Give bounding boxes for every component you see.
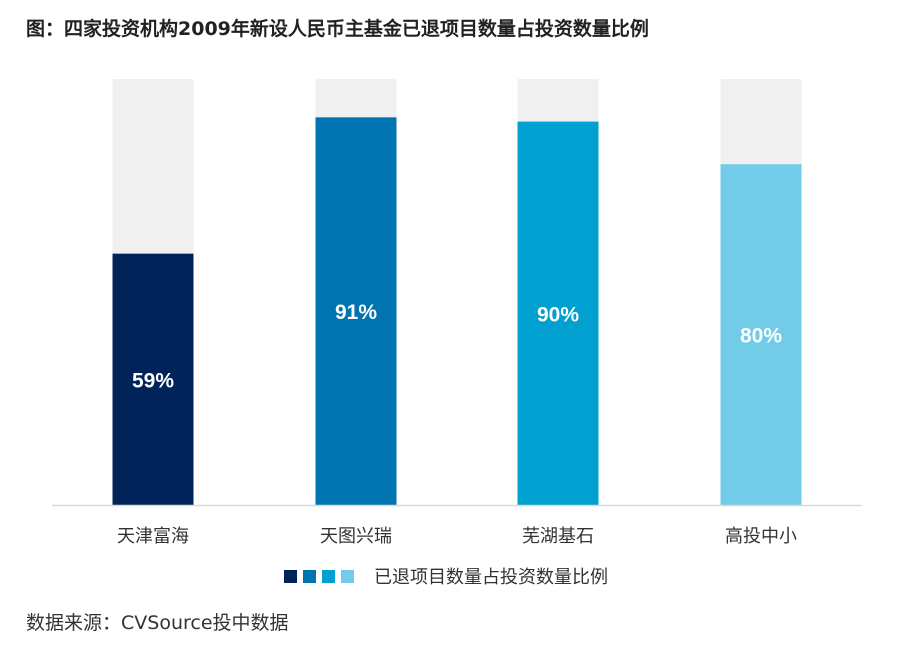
legend-swatch-3	[322, 569, 335, 583]
legend: 已退项目数量占投资数量比例	[284, 563, 608, 589]
legend-label: 已退项目数量占投资数量比例	[374, 567, 608, 588]
category-label: 天图兴瑞	[320, 526, 392, 547]
chart-title: 图：四家投资机构2009年新设人民币主基金已退项目数量占投资数量比例	[26, 18, 649, 40]
category-label: 芜湖基石	[522, 526, 594, 547]
data-bar	[720, 164, 802, 505]
legend-swatch-1	[284, 569, 297, 583]
data-bar	[315, 117, 397, 505]
category-label: 天津富海	[117, 526, 189, 547]
source-note: 数据来源：CVSource投中数据	[26, 612, 289, 634]
data-label: 59%	[132, 369, 174, 392]
data-label: 90%	[537, 303, 579, 326]
category-label: 高投中小	[725, 526, 797, 547]
data-bar	[517, 121, 599, 505]
legend-swatch-2	[303, 569, 316, 583]
legend-swatch-4	[341, 569, 354, 583]
data-bar	[112, 253, 194, 505]
data-label: 91%	[335, 301, 377, 324]
data-label: 80%	[740, 325, 782, 348]
